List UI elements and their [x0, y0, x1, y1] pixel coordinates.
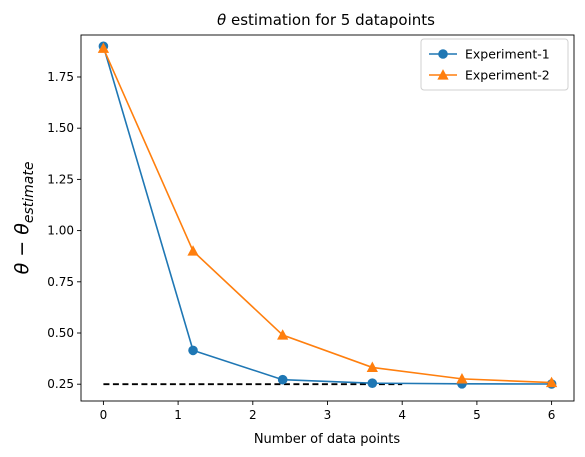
x-axis-label: Number of data points: [254, 432, 401, 447]
x-tick-label: 4: [398, 408, 406, 422]
ticks-layer: 0 1 2 3 4 5 6 0.25 0.50 0.75 1.00 1.25 1.50 1.75: [47, 70, 555, 422]
data-point: [545, 376, 558, 388]
y-tick-label: 1.25: [47, 172, 74, 186]
legend-label: Experiment-1: [465, 47, 550, 62]
data-point: [277, 374, 288, 385]
legend-item: Experiment-2: [429, 68, 550, 83]
y-axis-label: θ − θestimate: [11, 162, 37, 275]
y-tick-label: 1.00: [47, 224, 74, 238]
title-theta: θ: [217, 11, 226, 29]
title-rest: estimation for 5 datapoints: [226, 11, 435, 29]
series-experiment-1: [98, 41, 557, 389]
y-tick-label: 1.50: [47, 121, 74, 135]
x-tick-label: 3: [324, 408, 332, 422]
data-point: [367, 378, 378, 388]
legend-label: Experiment-2: [465, 68, 550, 83]
series-line: [102, 47, 552, 384]
y-axis-label-main: θ − θ: [11, 223, 33, 275]
y-axis-label-sub: estimate: [21, 162, 37, 224]
data-point: [97, 42, 110, 53]
series-line: [102, 46, 552, 385]
x-tick-label: 6: [548, 408, 556, 422]
data-point: [366, 361, 378, 372]
x-tick-label: 1: [174, 408, 182, 422]
data-point: [187, 245, 199, 256]
legend-swatch-marker: [437, 69, 449, 80]
data-point: [277, 329, 289, 340]
chart-title: θ estimation for 5 datapoints: [217, 11, 435, 29]
x-tick-label: 5: [473, 408, 481, 422]
series-experiment-2: [97, 42, 558, 388]
legend-item: Experiment-1: [429, 47, 550, 62]
legend-swatch-marker: [438, 49, 448, 59]
y-tick-label: 1.75: [47, 70, 74, 84]
data-point: [188, 345, 198, 356]
series-layer: [97, 41, 558, 389]
legend: Experiment-1 Experiment-2: [420, 38, 569, 91]
y-tick-label: 0.25: [47, 377, 74, 391]
y-tick-label: 0.75: [47, 275, 74, 289]
x-tick-label: 2: [249, 408, 257, 422]
legend-box: [420, 38, 569, 91]
y-tick-label: 0.50: [47, 326, 74, 340]
data-point: [456, 373, 468, 384]
x-tick-label: 0: [100, 408, 108, 422]
